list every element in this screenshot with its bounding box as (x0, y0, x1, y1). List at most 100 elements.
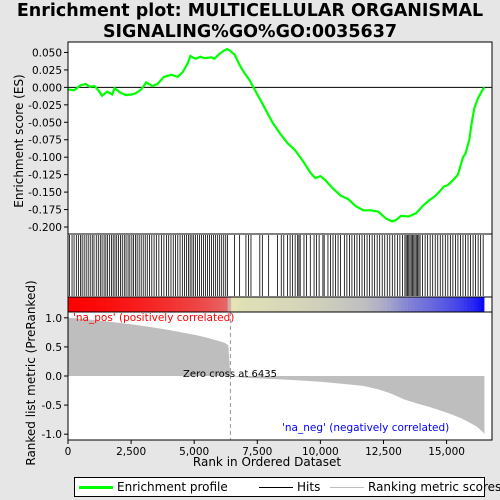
heat-cell (425, 297, 429, 312)
heat-cell (287, 297, 291, 312)
x-axis-label: Rank in Ordered Dataset (193, 455, 341, 469)
heat-cell (248, 297, 252, 312)
heat-cell (196, 297, 200, 312)
zero-cross-label: Zero cross at 6435 (183, 369, 277, 380)
heat-cell (373, 297, 377, 312)
heat-cell (304, 297, 308, 312)
es-y-tick-label: 0.050 (32, 47, 62, 59)
ranking-y-tick-label: 0.5 (45, 342, 62, 354)
heat-cell (394, 297, 398, 312)
heat-cell (346, 297, 350, 312)
heat-cell (92, 297, 96, 312)
heat-cell (318, 297, 322, 312)
heat-cell (127, 297, 131, 312)
heat-cell (450, 297, 454, 312)
heat-cell (335, 297, 339, 312)
heat-cell (290, 297, 294, 312)
heat-cell (252, 297, 256, 312)
heat-cell (342, 297, 346, 312)
es-y-tick-label: -0.050 (28, 117, 62, 129)
heat-cell (432, 297, 436, 312)
heat-cell (418, 297, 422, 312)
heat-cell (242, 297, 246, 312)
heat-cell (314, 297, 318, 312)
heat-cell (401, 297, 405, 312)
es-y-tick-label: -0.175 (28, 205, 62, 217)
heat-cell (186, 297, 190, 312)
es-y-tick-label: -0.025 (28, 100, 62, 112)
heat-cell (221, 297, 225, 312)
heat-cell (255, 297, 259, 312)
heat-cell (283, 297, 287, 312)
heat-cell (259, 297, 263, 312)
ranking-axis-label: Ranked list metric (PreRanked) (24, 280, 38, 465)
heat-cell (106, 297, 110, 312)
heat-cell (377, 297, 381, 312)
heat-cell (193, 297, 197, 312)
heat-cell (297, 297, 301, 312)
heat-cell (321, 297, 325, 312)
heat-cell (307, 297, 311, 312)
heat-cell (141, 297, 145, 312)
x-tick-label: 15,000 (428, 446, 465, 458)
heat-cell (217, 297, 221, 312)
es-axis-label: Enrichment score (ES) (12, 74, 26, 207)
es-y-tick-label: -0.125 (28, 170, 62, 182)
heat-cell (117, 297, 121, 312)
heat-cell (113, 297, 117, 312)
heat-cell (148, 297, 152, 312)
heat-cell (231, 297, 235, 312)
heat-cell (384, 297, 388, 312)
heat-cell (391, 297, 395, 312)
es-y-tick-label: 0.000 (32, 82, 62, 94)
heat-cell (467, 297, 471, 312)
x-tick-label: 12,500 (365, 446, 402, 458)
heat-tail (484, 297, 492, 312)
heat-cell (110, 297, 114, 312)
heat-cell (328, 297, 332, 312)
heat-cell (398, 297, 402, 312)
heat-cell (207, 297, 211, 312)
heat-cell (339, 297, 343, 312)
heat-cell (203, 297, 207, 312)
es-plot-area (68, 42, 492, 234)
heat-cell (370, 297, 374, 312)
heat-cell (294, 297, 298, 312)
heat-cell (151, 297, 155, 312)
legend-label-hits: Hits (297, 480, 320, 494)
heat-cell (356, 297, 360, 312)
es-y-tick-label: -0.150 (28, 187, 62, 199)
es-y-tick-label: -0.075 (28, 135, 62, 147)
hits-panel (68, 234, 492, 297)
heat-cell (276, 297, 280, 312)
heat-cell (443, 297, 447, 312)
heat-cell (422, 297, 426, 312)
heat-cell (412, 297, 416, 312)
heat-cell (162, 297, 166, 312)
heat-cell (235, 297, 239, 312)
legend: Enrichment profile Hits Ranking metric s… (74, 477, 485, 497)
es-y-tick-label: -0.200 (28, 222, 62, 234)
legend-swatch-enrichment-profile (79, 486, 113, 489)
heat-cell (429, 297, 433, 312)
es-panel: 0.050 0.025 0.000 -0.025 -0.050 -0.075 -0.100 -… (28, 42, 492, 234)
heat-cell (189, 297, 193, 312)
heat-cell (130, 297, 134, 312)
heat-cell (75, 297, 79, 312)
legend-swatch-ranking-metric (330, 487, 364, 488)
heat-cell (332, 297, 336, 312)
heat-cell (262, 297, 266, 312)
heat-cell (366, 297, 370, 312)
heat-cell (169, 297, 173, 312)
heat-cell (82, 297, 86, 312)
heat-cell (436, 297, 440, 312)
negative-correlation-label: 'na_neg' (negatively correlated) (282, 422, 449, 434)
heat-cell (363, 297, 367, 312)
heat-cell (89, 297, 93, 312)
heat-cell (266, 297, 270, 312)
heat-cell (446, 297, 450, 312)
heat-cell (99, 297, 103, 312)
heat-cell (165, 297, 169, 312)
heat-cell (457, 297, 461, 312)
